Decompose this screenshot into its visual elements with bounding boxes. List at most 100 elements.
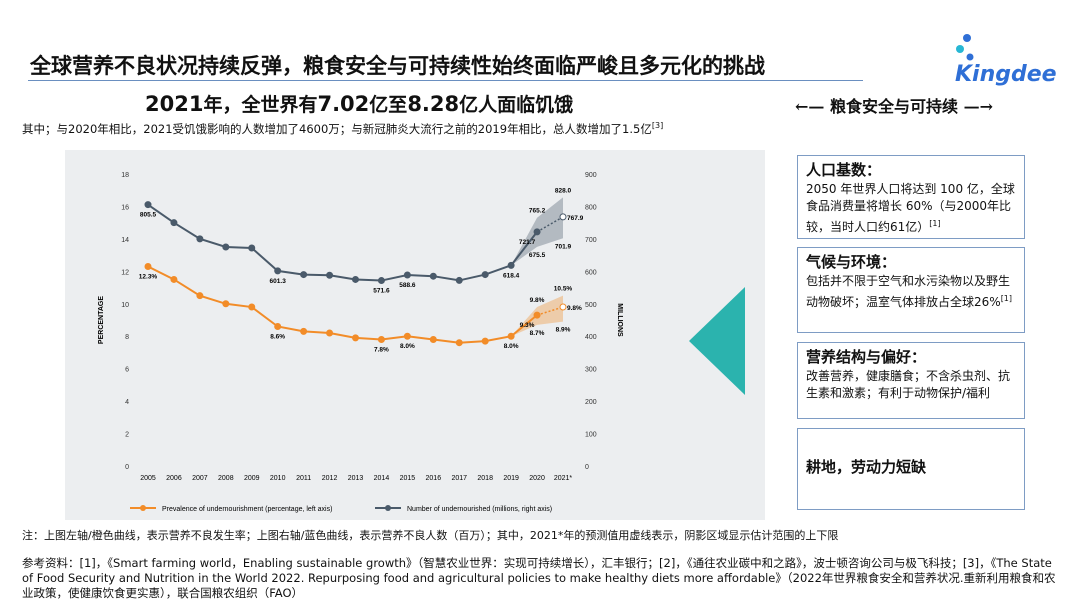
x-tick-label: 2012	[322, 475, 338, 482]
y-tick-label: 16	[121, 204, 129, 211]
data-point	[533, 228, 541, 236]
data-point	[352, 334, 359, 342]
y2-tick-label: 100	[585, 432, 597, 439]
box-title: 耕地，劳动力短缺	[806, 458, 927, 476]
data-point	[455, 339, 463, 347]
legend-marker	[385, 505, 391, 511]
data-label: 805.5	[140, 212, 157, 219]
series-line	[147, 203, 538, 282]
data-label: 12.3%	[139, 273, 158, 280]
data-point	[533, 311, 541, 319]
x-tick-label: 2017	[451, 475, 467, 482]
data-label: 8.0%	[400, 343, 415, 350]
data-point	[326, 271, 334, 279]
y-tick-label: 0	[125, 464, 129, 471]
data-point	[352, 275, 359, 283]
headline: 2021年，全世界有7.02亿至8.28亿人面临饥饿	[145, 90, 573, 117]
data-label: 571.6	[373, 288, 390, 295]
data-point	[403, 271, 411, 279]
title-rule	[28, 80, 863, 81]
y2-tick-label: 800	[585, 204, 597, 211]
y2-tick-label: 600	[585, 269, 597, 276]
legend-label: Prevalence of undernourishment (percenta…	[162, 506, 332, 513]
data-point	[222, 243, 230, 251]
data-point	[196, 292, 204, 300]
box-text: 改善营养，健康膳食；不含杀虫剂、抗生素和激素；有利于动物保护/福利	[806, 369, 1011, 400]
data-label: 588.6	[399, 282, 416, 289]
data-point	[248, 244, 256, 252]
data-point	[559, 213, 567, 221]
range-high-label: 10.5%	[554, 286, 573, 293]
data-label: 618.4	[503, 272, 520, 279]
data-label: 721.7	[519, 239, 536, 246]
subtitle: 其中；与2020年相比，2021受饥饿影响的人数增加了4600万；与新冠肺炎大流…	[22, 121, 663, 137]
data-point	[481, 271, 489, 279]
y-tick-label: 18	[121, 172, 129, 179]
chart: 0 2 4 6 8 10 12 14 16 18 0 100 200 300 400 500 600 700 800…	[98, 172, 623, 513]
range-low-label: 8.9%	[556, 327, 571, 334]
data-point	[507, 332, 515, 340]
y-tick-label: 10	[121, 302, 129, 309]
citation: [1]	[929, 219, 941, 228]
data-label: 9.3%	[520, 322, 535, 329]
box-title: 营养结构与偏好：	[806, 348, 927, 366]
y2-tick-label: 400	[585, 334, 597, 341]
y-tick-label: 14	[121, 237, 129, 244]
info-box: 耕地，劳动力短缺	[797, 428, 1025, 510]
y-tick-label: 4	[125, 399, 129, 406]
headline-part: 7.02	[317, 92, 370, 116]
x-tick-label: 2014	[374, 475, 390, 482]
headline-part: 8.28	[407, 92, 460, 116]
data-point	[377, 335, 385, 343]
legend-marker	[140, 505, 146, 511]
chart-panel: 0 2 4 6 8 10 12 14 16 18 0 100 200 300 400 500 600 700 800…	[65, 150, 765, 520]
box-title: 人口基数：	[806, 161, 882, 179]
forecast-line	[536, 216, 564, 233]
y2-tick-label: 200	[585, 399, 597, 406]
logo: Kingdee	[955, 32, 1080, 87]
legend-label: Number of undernourished (millions, righ…	[407, 506, 552, 513]
headline-part: 亿至	[369, 94, 408, 116]
y-tick-label: 12	[121, 269, 129, 276]
data-point	[144, 201, 152, 209]
note: 注：上图左轴/橙色曲线，表示营养不良发生率；上图右轴/蓝色曲线，表示营养不良人数…	[22, 529, 839, 542]
data-point	[507, 261, 515, 269]
range-high-label: 828.0	[555, 187, 572, 194]
data-point	[196, 235, 204, 243]
x-tick-label: 2009	[244, 475, 260, 482]
data-label: 9.8%	[567, 305, 582, 312]
y2-tick-label: 900	[585, 172, 597, 179]
headline-part: 亿人面临饥饿	[459, 94, 574, 116]
x-tick-label: 2021*	[554, 475, 573, 482]
data-point	[403, 332, 411, 340]
box-text: 2050 年世界人口将达到 100 亿，全球食品消费量将增长 60%（与2000…	[806, 182, 1015, 234]
range-low-label: 701.9	[555, 243, 572, 250]
x-tick-label: 2008	[218, 475, 234, 482]
range-low-label: 675.5	[529, 252, 546, 259]
y2-tick-label: 0	[585, 464, 589, 471]
headline-part: 2021	[145, 92, 204, 116]
references: 参考资料：[1]，《Smart farming world，Enabling s…	[22, 556, 1056, 600]
logo-text: Kingdee	[955, 62, 1057, 87]
range-low-label: 8.7%	[530, 330, 545, 337]
data-point	[559, 303, 567, 311]
data-point	[455, 276, 463, 284]
x-tick-label: 2007	[192, 475, 208, 482]
x-tick-label: 2016	[426, 475, 442, 482]
data-point	[274, 322, 282, 330]
side-title-text: 粮食安全与可持续	[829, 97, 958, 116]
box-text: 包括并不限于空气和水污染物以及野生动物破坏；温室气体排放占全球26%	[806, 274, 1011, 309]
data-point	[222, 300, 230, 308]
subtitle-text: 其中；与2020年相比，2021受饥饿影响的人数增加了4600万；与新冠肺炎大流…	[22, 122, 652, 136]
range-high-label: 765.2	[529, 208, 546, 215]
data-point	[274, 267, 282, 275]
headline-part: 年，全世界有	[203, 94, 318, 116]
info-box: 气候与环境： 包括并不限于空气和水污染物以及野生动物破坏；温室气体排放占全球26%…	[797, 247, 1025, 333]
data-point	[300, 271, 308, 279]
info-box: 人口基数： 2050 年世界人口将达到 100 亿，全球食品消费量将增长 60%（…	[797, 155, 1025, 239]
data-point	[248, 303, 256, 311]
data-point	[326, 329, 334, 337]
x-tick-label: 2013	[348, 475, 364, 482]
x-tick-label: 2020	[529, 475, 545, 482]
